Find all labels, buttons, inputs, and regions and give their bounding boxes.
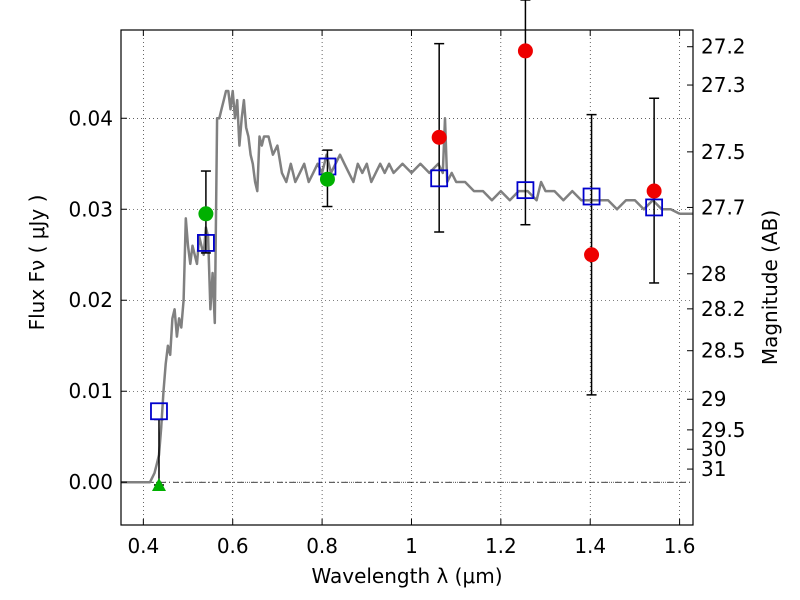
x-tick-label: 1.6 [664, 534, 696, 558]
y-tick-label: 0.03 [68, 197, 113, 221]
model-spectrum-line [121, 89, 693, 484]
magnitude-tick-label: 28.5 [701, 339, 746, 363]
y-tick-label: 0.00 [68, 470, 113, 494]
x-tick-label: 0.8 [306, 534, 338, 558]
model-photometry-square [197, 234, 215, 252]
x-tick-label: 1.4 [574, 534, 606, 558]
photometry-triangle [151, 477, 166, 491]
model-photometry-square [430, 169, 449, 188]
plot-frame [120, 29, 694, 526]
magnitude-tick-label: 27.2 [701, 35, 746, 59]
x-tick-label: 1.2 [485, 534, 517, 558]
photometry-point [198, 206, 214, 222]
magnitude-tick-label: 28.2 [701, 297, 746, 321]
model-photometry-square [645, 198, 664, 217]
magnitude-tick-label: 30 [701, 437, 726, 461]
magnitude-tick-label: 27.7 [701, 195, 746, 219]
model-spectrum [121, 89, 693, 484]
x-tick-label: 0.4 [127, 534, 159, 558]
magnitude-tick-label: 27.5 [701, 140, 746, 164]
photometry-point [646, 183, 662, 199]
grid [121, 30, 693, 525]
magnitude-tick-label: 29 [701, 387, 726, 411]
x-axis-label: Wavelength λ (μm) [311, 564, 502, 588]
model-photometry-square [582, 187, 601, 206]
magnitude-tick-label: 29.5 [701, 418, 746, 442]
magnitude-tick-label: 31 [701, 457, 726, 481]
axis-ticks: 0.4 0.6 0.8 1 1.2 1.4 1.6 0.00 0.01 0.02 0.03 0.04 2… [68, 30, 746, 558]
x-tick-label: 1 [405, 534, 418, 558]
magnitude-tick-label: 27.3 [701, 73, 746, 97]
error-bars [153, 0, 660, 486]
photometry-point [431, 129, 447, 145]
y-axis-right-label: Magnitude (AB) [758, 210, 782, 365]
y-tick-label: 0.02 [68, 288, 113, 312]
y-tick-label: 0.01 [68, 379, 113, 403]
markers [150, 43, 664, 491]
photometry-point [517, 43, 533, 59]
y-tick-label: 0.04 [68, 106, 113, 130]
model-photometry-square [150, 402, 168, 421]
y-axis-label: Flux Fν ( μJy ) [25, 195, 49, 331]
x-tick-label: 0.6 [217, 534, 249, 558]
magnitude-tick-label: 28 [701, 262, 726, 286]
photometry-point [319, 171, 335, 187]
photometry-point [584, 247, 600, 263]
model-photometry-square [516, 181, 535, 200]
